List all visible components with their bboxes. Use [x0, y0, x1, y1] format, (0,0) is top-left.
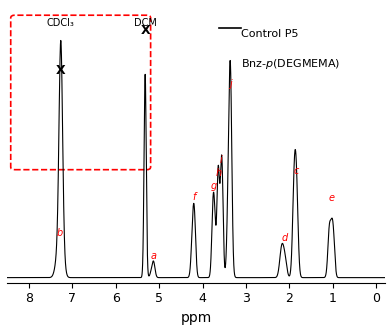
Text: a: a: [151, 251, 156, 261]
Text: b: b: [57, 228, 63, 238]
Text: i: i: [220, 155, 223, 165]
Text: X: X: [56, 63, 65, 77]
Text: X: X: [140, 24, 150, 37]
Text: d: d: [281, 233, 287, 243]
Text: f: f: [192, 192, 196, 202]
Text: DCM: DCM: [134, 18, 156, 28]
Text: Control P5: Control P5: [241, 29, 299, 39]
Text: e: e: [329, 193, 335, 203]
X-axis label: ppm: ppm: [180, 311, 212, 325]
Text: c: c: [293, 166, 299, 176]
FancyBboxPatch shape: [11, 15, 151, 170]
Text: j: j: [229, 79, 232, 89]
Text: g: g: [211, 181, 218, 191]
Text: h: h: [216, 168, 221, 178]
Text: CDCl₃: CDCl₃: [47, 18, 75, 28]
Text: Bnz-$p$(DEGMEMA): Bnz-$p$(DEGMEMA): [241, 56, 341, 71]
